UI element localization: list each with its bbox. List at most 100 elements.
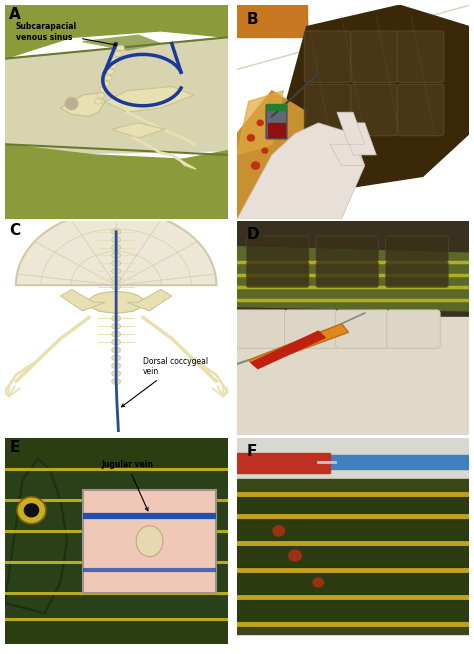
Circle shape (268, 173, 276, 180)
FancyBboxPatch shape (82, 490, 216, 593)
Ellipse shape (112, 237, 120, 243)
Polygon shape (248, 324, 348, 366)
Text: E: E (9, 440, 19, 455)
Polygon shape (237, 600, 469, 621)
Ellipse shape (112, 347, 120, 353)
Ellipse shape (112, 229, 120, 235)
Ellipse shape (112, 292, 120, 298)
Polygon shape (341, 123, 376, 155)
FancyBboxPatch shape (386, 236, 448, 262)
Text: A: A (9, 7, 21, 22)
Polygon shape (127, 290, 172, 311)
Ellipse shape (114, 51, 122, 57)
FancyBboxPatch shape (387, 310, 440, 349)
Polygon shape (60, 290, 105, 311)
Ellipse shape (112, 331, 120, 337)
Circle shape (261, 147, 268, 154)
Polygon shape (330, 145, 365, 165)
Polygon shape (251, 331, 325, 369)
Polygon shape (237, 247, 469, 311)
Ellipse shape (107, 69, 115, 75)
Circle shape (272, 525, 285, 537)
Polygon shape (237, 5, 469, 69)
FancyBboxPatch shape (234, 310, 287, 349)
Ellipse shape (112, 315, 120, 321)
Polygon shape (237, 479, 469, 634)
FancyBboxPatch shape (397, 84, 444, 135)
Polygon shape (237, 91, 283, 155)
Polygon shape (237, 519, 469, 540)
Ellipse shape (97, 93, 105, 98)
Ellipse shape (112, 307, 120, 313)
FancyBboxPatch shape (284, 310, 338, 349)
Polygon shape (237, 221, 469, 317)
FancyBboxPatch shape (351, 31, 397, 82)
Text: B: B (246, 12, 258, 27)
Ellipse shape (117, 45, 125, 50)
FancyBboxPatch shape (246, 236, 309, 262)
Polygon shape (5, 145, 228, 219)
Polygon shape (105, 86, 194, 112)
Ellipse shape (112, 323, 120, 329)
Ellipse shape (102, 81, 109, 86)
Circle shape (17, 497, 46, 524)
Polygon shape (237, 453, 330, 473)
Polygon shape (237, 546, 469, 567)
Ellipse shape (112, 276, 120, 282)
Ellipse shape (94, 99, 102, 104)
FancyBboxPatch shape (386, 262, 448, 287)
Polygon shape (5, 438, 228, 644)
Ellipse shape (109, 63, 117, 69)
Ellipse shape (112, 268, 120, 274)
FancyBboxPatch shape (304, 31, 351, 82)
FancyBboxPatch shape (351, 84, 397, 135)
FancyBboxPatch shape (304, 84, 351, 135)
Polygon shape (337, 112, 365, 145)
Polygon shape (330, 455, 469, 469)
Polygon shape (237, 5, 307, 37)
Text: D: D (246, 228, 259, 243)
Ellipse shape (112, 355, 120, 361)
Ellipse shape (112, 260, 120, 266)
Ellipse shape (112, 245, 120, 250)
Circle shape (247, 134, 255, 142)
Circle shape (312, 577, 324, 587)
Polygon shape (272, 5, 469, 187)
Polygon shape (5, 594, 228, 617)
Polygon shape (5, 37, 228, 155)
Polygon shape (82, 35, 161, 50)
FancyBboxPatch shape (316, 262, 379, 287)
Circle shape (65, 97, 78, 110)
Polygon shape (5, 502, 228, 529)
Ellipse shape (112, 284, 120, 290)
Polygon shape (5, 471, 228, 498)
Polygon shape (5, 533, 228, 560)
Text: Subcarapacial
venous sinus: Subcarapacial venous sinus (16, 22, 117, 46)
Text: C: C (9, 223, 20, 238)
Polygon shape (268, 123, 284, 137)
Circle shape (256, 120, 264, 126)
Circle shape (251, 162, 260, 170)
Ellipse shape (112, 252, 120, 258)
FancyBboxPatch shape (266, 105, 287, 139)
Text: F: F (246, 444, 256, 459)
Polygon shape (112, 123, 165, 138)
Polygon shape (237, 573, 469, 594)
Text: Jugular vein: Jugular vein (101, 460, 153, 511)
Ellipse shape (112, 57, 119, 63)
Ellipse shape (112, 339, 120, 345)
Polygon shape (5, 5, 228, 59)
Polygon shape (237, 497, 469, 513)
FancyBboxPatch shape (397, 31, 444, 82)
Polygon shape (5, 459, 67, 613)
FancyBboxPatch shape (336, 310, 389, 349)
Polygon shape (5, 438, 228, 644)
Circle shape (288, 549, 302, 562)
Ellipse shape (112, 363, 120, 369)
Polygon shape (237, 438, 469, 479)
Ellipse shape (112, 371, 120, 377)
Ellipse shape (136, 526, 163, 557)
Ellipse shape (88, 292, 144, 313)
Circle shape (24, 503, 39, 517)
Ellipse shape (112, 300, 120, 305)
